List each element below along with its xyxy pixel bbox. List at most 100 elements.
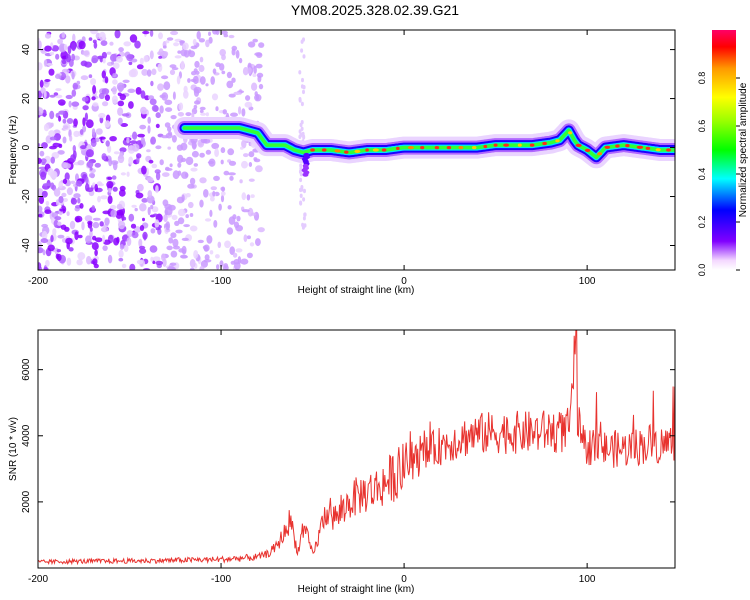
noise-speckle	[104, 217, 110, 226]
noise-speckle	[48, 68, 55, 76]
noise-speckle	[228, 160, 237, 166]
noise-speckle	[199, 152, 205, 158]
noise-speckle	[61, 59, 67, 65]
noise-speckle	[68, 100, 72, 108]
noise-speckle	[189, 213, 194, 217]
noise-speckle	[42, 249, 46, 256]
noise-speckle	[188, 201, 194, 209]
noise-speckle	[45, 259, 50, 267]
noise-speckle	[165, 167, 173, 171]
ridge-hotspot	[645, 146, 651, 150]
noise-speckle	[303, 188, 306, 194]
noise-speckle	[116, 55, 123, 63]
noise-speckle	[115, 211, 123, 219]
noise-speckle	[121, 113, 130, 117]
noise-speckle	[219, 63, 225, 71]
ridge-hotspot	[555, 139, 560, 143]
noise-speckle	[185, 156, 194, 166]
noise-speckle	[213, 220, 218, 228]
noise-speckle	[129, 34, 138, 43]
noise-speckle	[128, 61, 133, 66]
ridge-tail	[302, 172, 309, 177]
ridge-green	[182, 126, 675, 160]
noise-speckle	[243, 153, 249, 158]
noise-speckle	[253, 158, 261, 163]
noise-speckle	[118, 220, 126, 230]
noise-speckle	[58, 180, 63, 189]
noise-speckle	[112, 186, 118, 192]
noise-speckle	[117, 100, 125, 107]
noise-speckle	[89, 227, 93, 232]
noise-speckle	[245, 95, 251, 101]
noise-speckle	[104, 120, 111, 128]
noise-speckle	[40, 238, 49, 244]
noise-speckle	[212, 68, 217, 74]
ridge-hotspot	[655, 148, 661, 152]
noise-speckle	[213, 175, 220, 181]
noise-speckle	[155, 171, 161, 181]
noise-speckle	[118, 189, 126, 197]
noise-speckle	[61, 31, 65, 39]
noise-speckle	[232, 214, 237, 220]
noise-speckle	[149, 245, 158, 253]
noise-speckle	[94, 237, 103, 243]
noise-speckle	[300, 120, 304, 125]
noise-speckle	[198, 64, 205, 73]
noise-speckle	[299, 132, 303, 138]
noise-speckle	[198, 38, 205, 43]
noise-speckle	[116, 82, 125, 91]
noise-speckle	[54, 216, 62, 221]
noise-speckle	[256, 72, 264, 78]
noise-speckle	[193, 88, 200, 97]
noise-speckle	[52, 228, 57, 236]
noise-speckle	[77, 197, 81, 204]
noise-speckle	[93, 41, 98, 49]
noise-speckle	[165, 107, 173, 112]
noise-speckle	[89, 166, 93, 171]
noise-speckle	[158, 48, 164, 56]
noise-speckle	[204, 254, 210, 261]
noise-speckle	[255, 238, 261, 247]
noise-speckle	[247, 67, 252, 75]
ridge-hotspot	[493, 143, 498, 147]
noise-speckle	[220, 191, 226, 196]
noise-speckle	[49, 110, 55, 120]
noise-speckle	[228, 93, 236, 98]
noise-speckle	[302, 135, 306, 140]
noise-speckle	[152, 260, 156, 265]
colorbar-tick-label: 0.0	[697, 264, 707, 277]
noise-speckle	[63, 44, 68, 51]
noise-speckle	[50, 182, 55, 190]
noise-speckle	[38, 196, 45, 204]
ridge-hotspot	[365, 148, 369, 152]
snr-background	[38, 330, 675, 568]
noise-speckle	[62, 118, 67, 124]
noise-speckle	[174, 55, 182, 59]
noise-speckle	[142, 231, 148, 240]
noise-speckle	[202, 245, 208, 250]
noise-speckle	[194, 100, 201, 105]
ridge-hotspot	[517, 143, 522, 147]
noise-speckle	[299, 201, 303, 206]
noise-speckle	[194, 60, 200, 68]
noise-speckle	[81, 221, 85, 231]
noise-speckle	[126, 54, 134, 62]
noise-speckle	[208, 36, 213, 44]
noise-speckle	[104, 94, 110, 101]
noise-speckle	[38, 262, 42, 270]
noise-speckle	[129, 263, 136, 270]
noise-speckle	[38, 213, 43, 218]
noise-speckle	[99, 136, 106, 140]
noise-speckle	[142, 217, 145, 222]
noise-speckle	[233, 91, 242, 96]
noise-speckle	[49, 136, 57, 141]
noise-speckle	[205, 83, 209, 87]
spectral-ridge-layer	[173, 117, 675, 177]
noise-speckle	[131, 143, 140, 152]
noise-speckle	[152, 213, 158, 217]
noise-speckle	[137, 183, 144, 192]
noise-speckle	[203, 189, 209, 198]
noise-speckle	[150, 256, 154, 262]
noise-speckle	[110, 61, 115, 65]
noise-speckle	[196, 30, 201, 40]
